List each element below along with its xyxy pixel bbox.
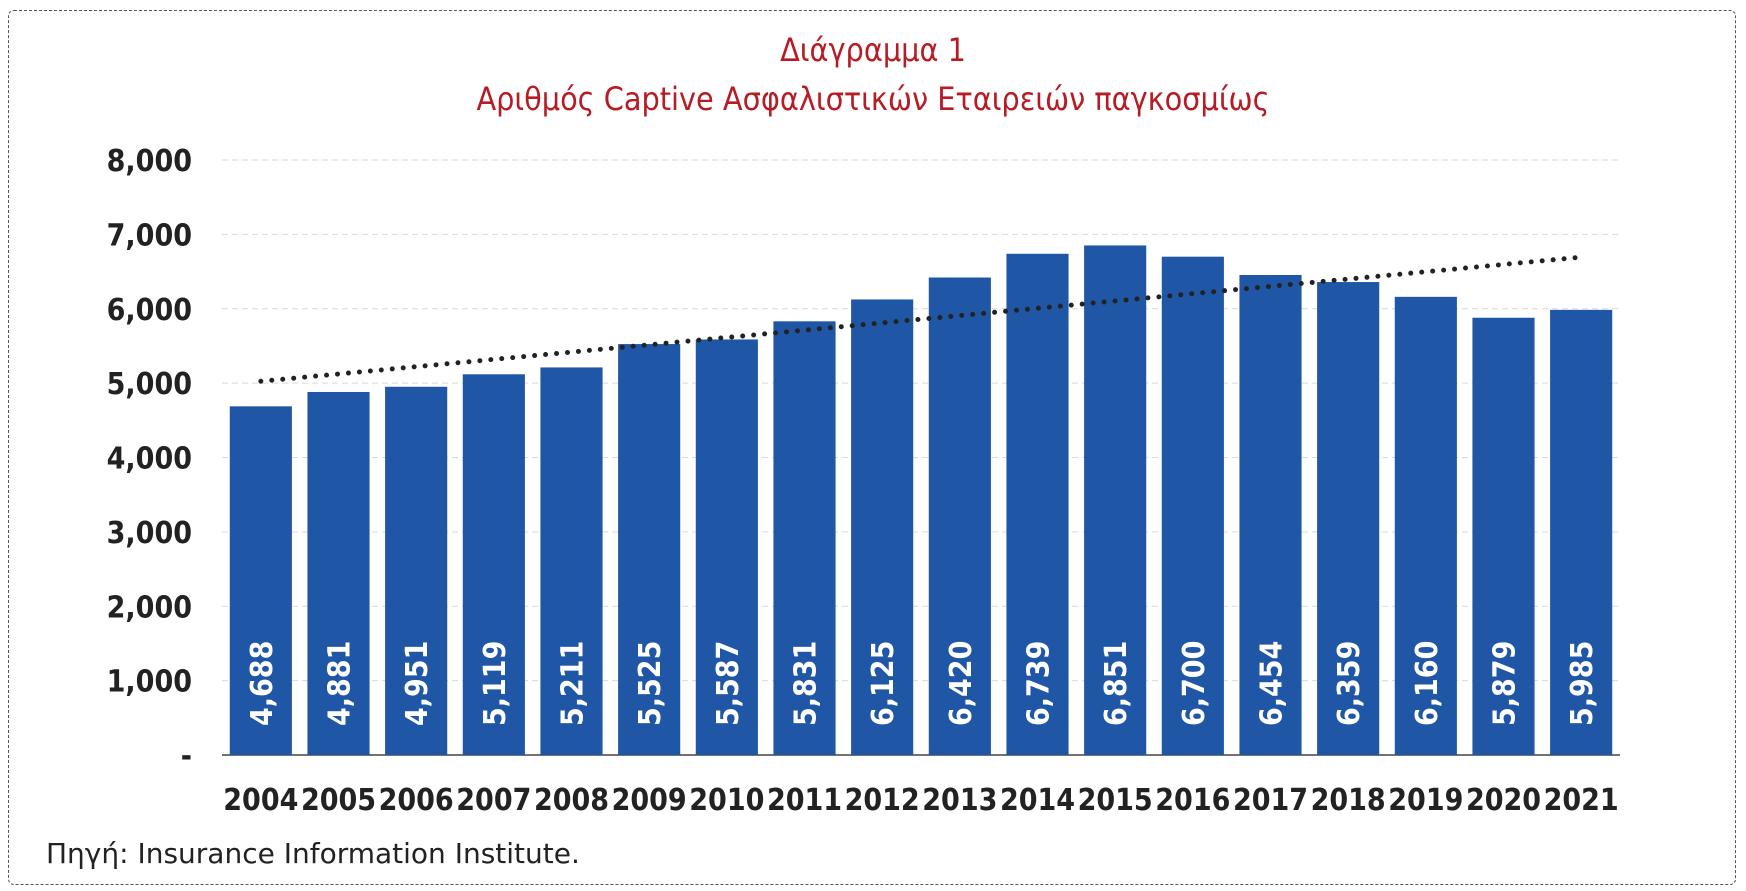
bar xyxy=(618,344,681,755)
x-tick-label: 2004 xyxy=(223,783,298,818)
bar xyxy=(1550,309,1613,755)
bar-data-label: 4,951 xyxy=(400,641,435,726)
y-tick-label: 1,000 xyxy=(107,665,192,700)
bar-data-label: 6,359 xyxy=(1332,641,1367,726)
bar xyxy=(385,386,448,755)
bar-data-label: 5,119 xyxy=(478,641,513,726)
bar-data-label: 6,739 xyxy=(1022,641,1057,726)
bar-data-label: 5,879 xyxy=(1488,641,1523,726)
x-tick-label: 2017 xyxy=(1233,783,1308,818)
chart-frame xyxy=(8,10,1736,885)
x-tick-label: 2006 xyxy=(379,783,454,818)
bar xyxy=(1084,245,1147,755)
x-tick-label: 2005 xyxy=(301,783,376,818)
y-tick-label: 8,000 xyxy=(107,144,192,179)
bar xyxy=(1394,296,1457,755)
x-tick-label: 2014 xyxy=(1000,783,1075,818)
x-tick-label: 2013 xyxy=(922,783,997,818)
bar xyxy=(928,277,991,755)
x-tick-label: 2010 xyxy=(689,783,764,818)
x-tick-label: 2020 xyxy=(1466,783,1541,818)
y-tick-label: 6,000 xyxy=(107,293,192,328)
y-tick-label: 2,000 xyxy=(107,590,192,625)
bar-data-label: 6,851 xyxy=(1099,641,1134,726)
y-tick-label: 7,000 xyxy=(107,218,192,253)
bar-data-label: 6,125 xyxy=(866,641,901,726)
bar xyxy=(1472,317,1535,755)
x-tick-label: 2015 xyxy=(1078,783,1153,818)
bar-data-label: 5,831 xyxy=(789,641,824,726)
chart-title-line1: Διάγραμμα 1 xyxy=(780,31,966,69)
bar xyxy=(229,406,292,755)
bar-data-label: 5,525 xyxy=(633,641,668,726)
bar-data-label: 6,454 xyxy=(1255,641,1290,726)
bar-data-label: 5,587 xyxy=(711,641,746,726)
bar-data-label: 6,700 xyxy=(1177,641,1212,726)
bar xyxy=(773,321,836,755)
y-tick-label: 3,000 xyxy=(107,516,192,551)
x-tick-label: 2012 xyxy=(845,783,920,818)
bar xyxy=(462,374,525,755)
y-tick-label: 5,000 xyxy=(107,367,192,402)
x-tick-label: 2008 xyxy=(534,783,609,818)
bar-data-label: 4,688 xyxy=(245,641,280,726)
bar-data-label: 6,160 xyxy=(1410,641,1445,726)
bar-data-label: 4,881 xyxy=(323,641,358,726)
bar-data-label: 5,985 xyxy=(1565,641,1600,726)
x-tick-label: 2011 xyxy=(767,783,842,818)
y-tick-label: 4,000 xyxy=(107,442,192,477)
bar xyxy=(1317,282,1380,755)
y-tick-label: - xyxy=(181,739,192,774)
bar xyxy=(540,367,603,755)
x-tick-label: 2007 xyxy=(456,783,531,818)
bar xyxy=(695,339,758,755)
bar xyxy=(1161,256,1224,755)
x-tick-label: 2021 xyxy=(1544,783,1619,818)
bar xyxy=(1006,253,1069,756)
chart-title-line2: Αριθμός Captive Ασφαλιστικών Εταιρειών π… xyxy=(476,80,1270,118)
bar xyxy=(851,299,914,755)
trendline xyxy=(258,254,1584,384)
bar xyxy=(307,391,370,755)
x-tick-label: 2016 xyxy=(1155,783,1230,818)
x-tick-label: 2019 xyxy=(1388,783,1463,818)
x-tick-label: 2009 xyxy=(612,783,687,818)
x-tick-label: 2018 xyxy=(1311,783,1386,818)
bar xyxy=(1239,274,1302,755)
bar-data-label: 5,211 xyxy=(556,641,591,726)
bar-data-label: 6,420 xyxy=(944,641,979,726)
source-note: Πηγή: Insurance Information Institute. xyxy=(46,837,580,870)
